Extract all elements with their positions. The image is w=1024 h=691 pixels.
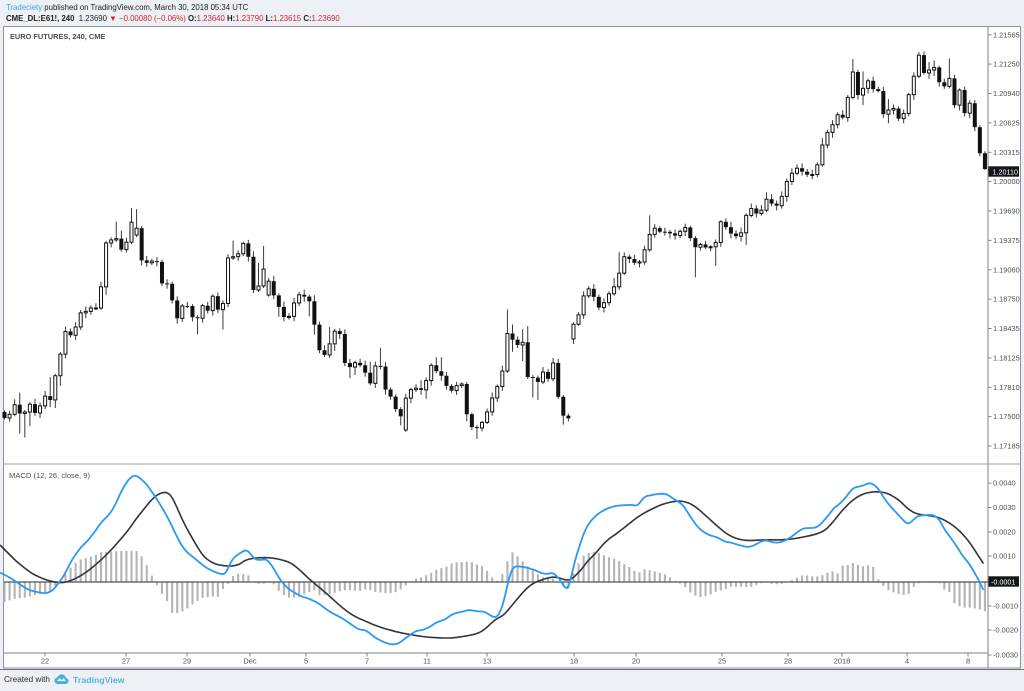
svg-text:0.0030: 0.0030 (993, 503, 1016, 512)
svg-text:-0.0001: -0.0001 (991, 577, 1015, 586)
svg-text:4: 4 (905, 657, 909, 666)
svg-text:Dec: Dec (243, 657, 256, 666)
svg-text:1.19690: 1.19690 (993, 207, 1020, 216)
svg-text:13: 13 (483, 657, 491, 666)
svg-text:1.20315: 1.20315 (993, 148, 1020, 157)
svg-text:-0.0010: -0.0010 (993, 602, 1018, 611)
svg-text:22: 22 (41, 657, 49, 666)
svg-text:MACD (12, 26, close, 9): MACD (12, 26, close, 9) (9, 471, 90, 480)
svg-text:0.0040: 0.0040 (993, 479, 1016, 488)
svg-text:25: 25 (718, 657, 726, 666)
svg-text:1.20625: 1.20625 (993, 119, 1020, 128)
svg-text:28: 28 (784, 657, 792, 666)
svg-text:1.20110: 1.20110 (993, 167, 1018, 176)
svg-text:29: 29 (183, 657, 191, 666)
svg-text:-0.0030: -0.0030 (993, 651, 1018, 660)
svg-text:11: 11 (423, 657, 431, 666)
svg-text:8: 8 (966, 657, 970, 666)
svg-text:20: 20 (632, 657, 640, 666)
svg-text:1.17185: 1.17185 (993, 442, 1020, 451)
svg-text:1.20000: 1.20000 (993, 177, 1020, 186)
svg-text:1.17500: 1.17500 (993, 412, 1020, 421)
svg-text:18: 18 (570, 657, 578, 666)
svg-text:1.19375: 1.19375 (993, 236, 1020, 245)
svg-text:0.0010: 0.0010 (993, 552, 1016, 561)
svg-text:7: 7 (365, 657, 369, 666)
svg-text:1.18750: 1.18750 (993, 295, 1020, 304)
svg-text:5: 5 (304, 657, 308, 666)
svg-text:1.17810: 1.17810 (993, 383, 1020, 392)
svg-text:1.18435: 1.18435 (993, 324, 1020, 333)
svg-text:1.20940: 1.20940 (993, 89, 1020, 98)
svg-text:EURO FUTURES, 240, CME: EURO FUTURES, 240, CME (10, 32, 105, 41)
svg-text:-0.0020: -0.0020 (993, 626, 1018, 635)
svg-text:1.21250: 1.21250 (993, 60, 1020, 69)
svg-text:1.21565: 1.21565 (993, 30, 1020, 39)
svg-text:1.19060: 1.19060 (993, 265, 1020, 274)
svg-text:1.18125: 1.18125 (993, 354, 1020, 363)
svg-text:2018: 2018 (834, 657, 850, 666)
svg-text:0.0020: 0.0020 (993, 528, 1016, 537)
svg-text:27: 27 (122, 657, 130, 666)
